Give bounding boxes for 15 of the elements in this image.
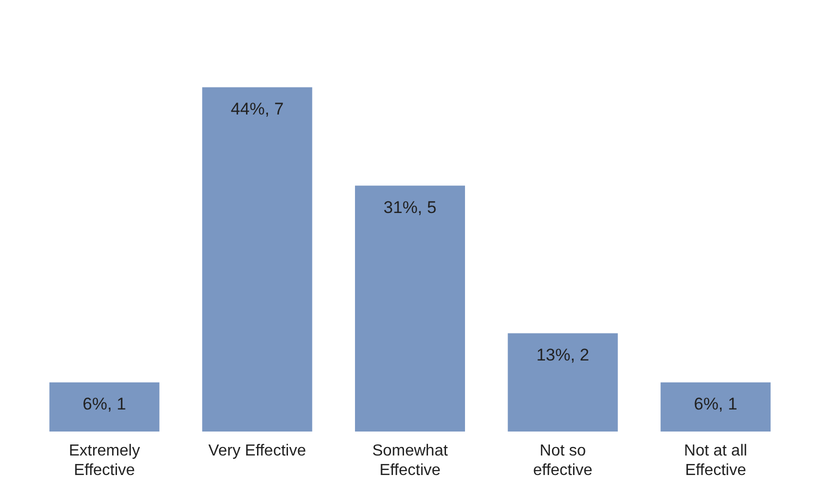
x-tick-label: Extremely Effective <box>68 442 140 479</box>
x-tick-label: Not so effective <box>533 442 593 479</box>
x-tick-label: Somewhat Effective <box>372 442 448 479</box>
bar <box>49 382 160 432</box>
bar <box>202 87 312 432</box>
data-label: 13%, 2 <box>536 345 590 364</box>
data-label: 31%, 5 <box>384 198 436 217</box>
bar <box>660 382 771 432</box>
data-label: 6%, 1 <box>82 394 126 414</box>
data-label: 44%, 7 <box>230 99 284 118</box>
x-tick-label: Very Effective <box>208 442 306 460</box>
bar <box>508 333 618 432</box>
data-label: 6%, 1 <box>694 394 738 414</box>
x-tick-label: Not at all Effective <box>684 442 748 479</box>
bar <box>354 186 466 432</box>
